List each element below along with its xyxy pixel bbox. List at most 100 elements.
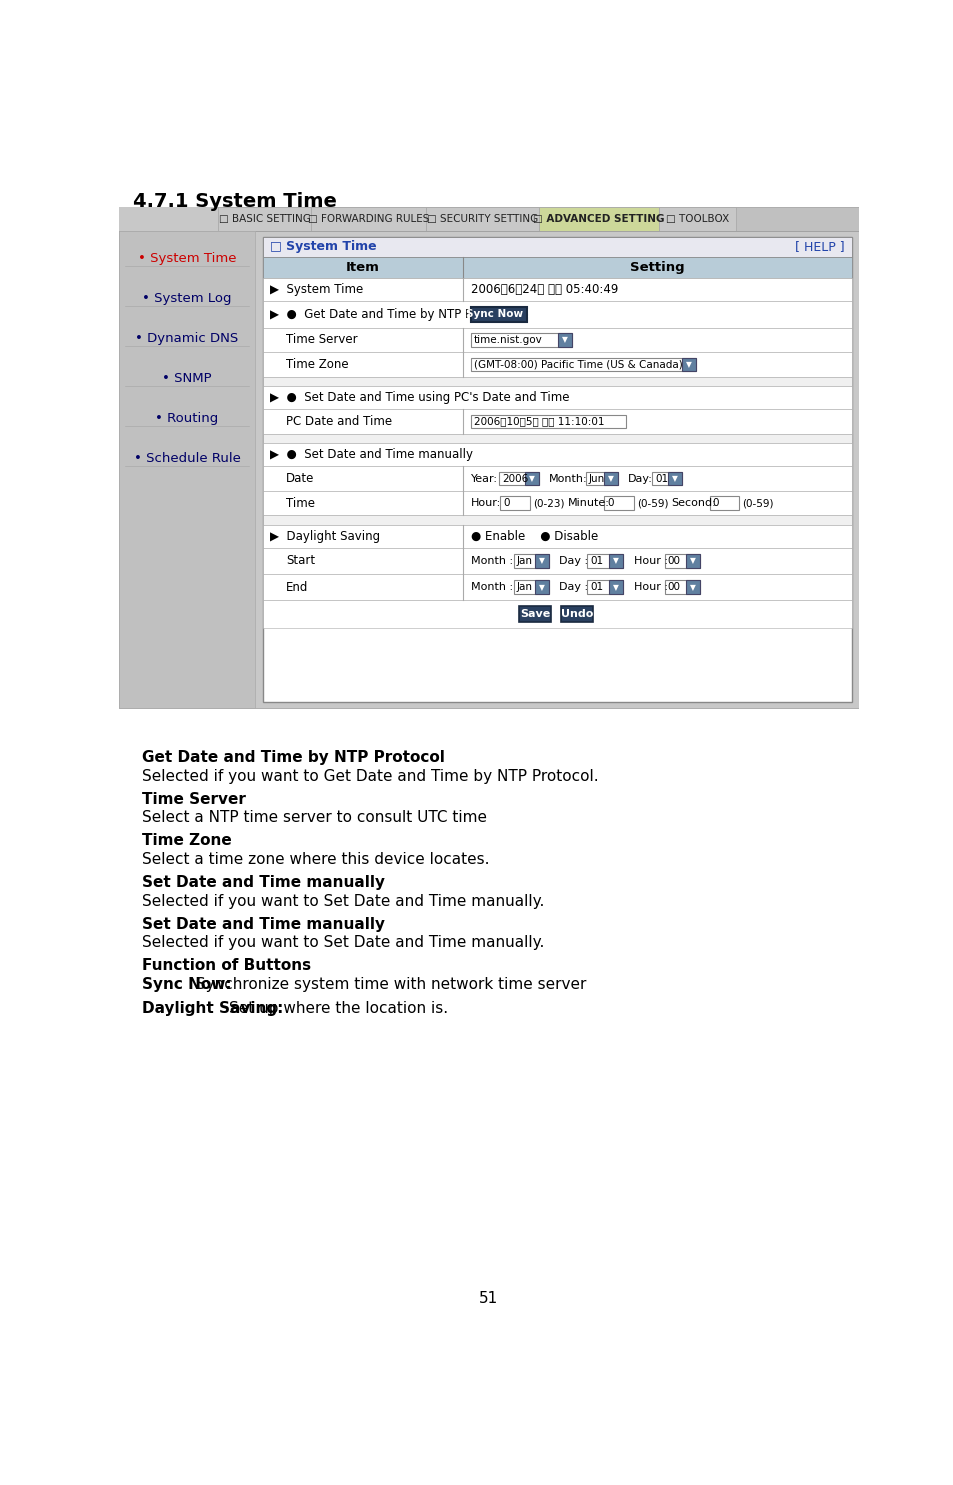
Text: ▼: ▼ xyxy=(671,474,677,483)
Text: • Routing: • Routing xyxy=(155,413,218,425)
Text: Month :: Month : xyxy=(471,555,513,566)
Bar xyxy=(262,492,852,515)
Bar xyxy=(262,328,852,352)
Text: (GMT-08:00) Pacific Time (US & Canada): (GMT-08:00) Pacific Time (US & Canada) xyxy=(474,359,682,370)
Text: Get Date and Time by NTP Protocol: Get Date and Time by NTP Protocol xyxy=(142,750,445,765)
Bar xyxy=(535,581,549,594)
Bar xyxy=(262,443,852,466)
Text: 2006围6月24日 下午 05:40:49: 2006围6月24日 下午 05:40:49 xyxy=(471,284,618,297)
Bar xyxy=(262,600,852,628)
Bar xyxy=(558,333,571,347)
Text: Save: Save xyxy=(519,609,550,619)
Text: Jan: Jan xyxy=(517,555,532,566)
Text: □ FORWARDING RULES: □ FORWARDING RULES xyxy=(308,214,429,224)
Text: Item: Item xyxy=(346,261,379,275)
Bar xyxy=(652,472,681,486)
Bar xyxy=(471,358,695,371)
Text: ▼: ▼ xyxy=(690,557,696,566)
Text: Hour :: Hour : xyxy=(633,555,667,566)
Text: Hour:: Hour: xyxy=(471,497,500,508)
Bar xyxy=(498,472,538,486)
Bar xyxy=(119,230,858,708)
Bar xyxy=(608,554,622,567)
Bar xyxy=(518,606,551,622)
Text: 2006: 2006 xyxy=(501,474,528,484)
Text: 01: 01 xyxy=(655,474,668,484)
Text: Date: Date xyxy=(286,472,314,486)
Text: • System Time: • System Time xyxy=(137,252,236,266)
Bar xyxy=(262,524,852,548)
Bar xyxy=(262,548,852,575)
Text: Synchronize system time with network time server: Synchronize system time with network tim… xyxy=(192,977,586,992)
Text: Month :: Month : xyxy=(471,582,513,593)
Bar xyxy=(664,554,700,567)
Text: Selected if you want to Get Date and Time by NTP Protocol.: Selected if you want to Get Date and Tim… xyxy=(142,769,598,784)
Bar xyxy=(667,472,681,486)
Bar xyxy=(262,301,852,328)
Text: Jan: Jan xyxy=(517,582,532,593)
Bar xyxy=(537,208,658,230)
Text: time.nist.gov: time.nist.gov xyxy=(474,336,542,345)
Bar xyxy=(560,606,593,622)
Text: [ HELP ]: [ HELP ] xyxy=(794,241,843,254)
Text: Time Server: Time Server xyxy=(286,334,357,346)
Bar xyxy=(471,414,625,429)
Bar xyxy=(262,278,852,301)
Text: Select a NTP time server to consult UTC time: Select a NTP time server to consult UTC … xyxy=(142,811,487,826)
Text: Daylight Saving:: Daylight Saving: xyxy=(142,1001,284,1016)
Text: Time Zone: Time Zone xyxy=(142,833,232,848)
Text: 0: 0 xyxy=(607,497,613,508)
Text: ▼: ▼ xyxy=(612,582,618,591)
Text: ▶  System Time: ▶ System Time xyxy=(270,284,363,297)
Text: 0: 0 xyxy=(712,497,719,508)
Text: (0-59): (0-59) xyxy=(741,497,773,508)
Bar xyxy=(585,472,618,486)
Text: Day :: Day : xyxy=(558,582,588,593)
Text: 01: 01 xyxy=(590,555,602,566)
Text: □ SECURITY SETTING: □ SECURITY SETTING xyxy=(426,214,537,224)
Text: 51: 51 xyxy=(478,1290,498,1305)
Text: ▼: ▼ xyxy=(561,336,567,345)
Text: ▼: ▼ xyxy=(685,359,691,370)
Text: Set Date and Time manually: Set Date and Time manually xyxy=(142,875,385,890)
Bar xyxy=(426,208,537,230)
Text: Month:: Month: xyxy=(548,474,586,484)
Text: Set up where the location is.: Set up where the location is. xyxy=(229,1001,448,1016)
Bar xyxy=(603,472,618,486)
Bar xyxy=(119,208,858,230)
Text: Setting: Setting xyxy=(630,261,684,275)
Bar xyxy=(709,496,739,509)
Bar xyxy=(658,208,736,230)
Text: Selected if you want to Set Date and Time manually.: Selected if you want to Set Date and Tim… xyxy=(142,894,544,909)
Text: Sync Now:: Sync Now: xyxy=(142,977,232,992)
Text: 01: 01 xyxy=(590,582,602,593)
Text: • Dynamic DNS: • Dynamic DNS xyxy=(135,333,238,345)
Text: ▶  ●  Set Date and Time using PC's Date and Time: ▶ ● Set Date and Time using PC's Date an… xyxy=(270,391,569,404)
Bar xyxy=(664,581,700,594)
Bar xyxy=(524,472,538,486)
Text: Function of Buttons: Function of Buttons xyxy=(142,958,312,973)
Text: ▼: ▼ xyxy=(538,582,544,591)
Text: ▼: ▼ xyxy=(538,557,544,566)
Bar xyxy=(586,554,622,567)
Text: 2006年10月5日 上午 11:10:01: 2006年10月5日 上午 11:10:01 xyxy=(474,416,604,426)
Text: Jun: Jun xyxy=(588,474,604,484)
Text: Time: Time xyxy=(286,496,314,509)
Text: (0-59): (0-59) xyxy=(636,497,667,508)
Text: ▶  ●  Get Date and Time by NTP Protocol: ▶ ● Get Date and Time by NTP Protocol xyxy=(270,307,512,321)
Text: ▼: ▼ xyxy=(529,474,535,483)
Bar xyxy=(262,377,852,386)
Bar xyxy=(262,515,852,524)
Bar xyxy=(311,208,426,230)
Bar xyxy=(262,410,852,434)
Bar xyxy=(119,230,254,708)
Text: □ BASIC SETTING: □ BASIC SETTING xyxy=(219,214,311,224)
Text: □ ADVANCED SETTING: □ ADVANCED SETTING xyxy=(533,214,663,224)
Bar xyxy=(471,333,571,347)
Bar xyxy=(262,575,852,600)
Text: ▼: ▼ xyxy=(612,557,618,566)
Text: Year:: Year: xyxy=(471,474,497,484)
Text: ▼: ▼ xyxy=(690,582,696,591)
Text: • System Log: • System Log xyxy=(142,293,232,304)
Bar xyxy=(513,581,549,594)
